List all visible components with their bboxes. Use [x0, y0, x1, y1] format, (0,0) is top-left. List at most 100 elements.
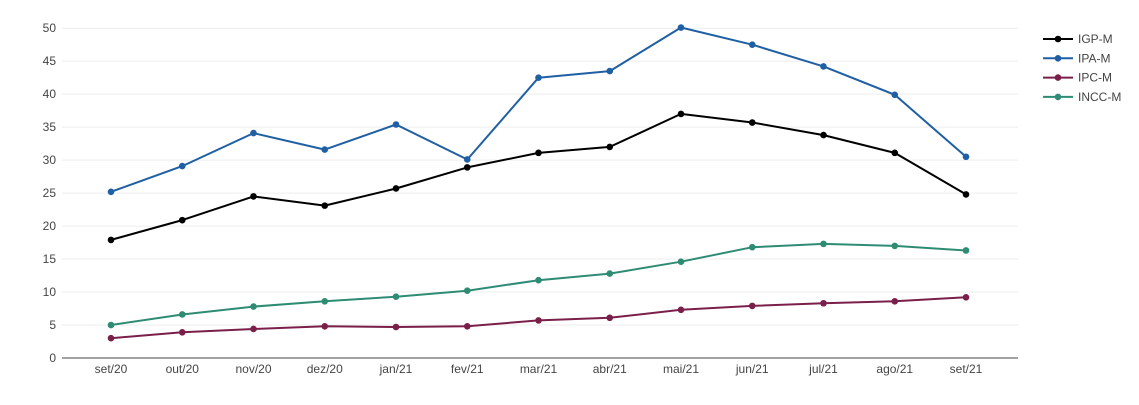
series-layer	[107, 24, 970, 342]
data-point-igp-m[interactable]	[463, 164, 471, 171]
legend-swatch-marker	[1054, 74, 1062, 81]
data-point-incc-m[interactable]	[250, 303, 257, 310]
x-tick-label: set/20	[95, 362, 128, 376]
data-point-igp-m[interactable]	[392, 185, 400, 192]
data-point-igp-m[interactable]	[677, 110, 685, 118]
data-point-incc-m[interactable]	[178, 311, 186, 318]
data-point-ipc-m[interactable]	[463, 323, 471, 330]
data-point-incc-m[interactable]	[748, 243, 756, 251]
data-point-ipc-m[interactable]	[107, 334, 115, 342]
data-point-incc-m[interactable]	[677, 258, 685, 265]
y-axis: 0 5 10 15 20 25 30 35 40 45 50	[43, 21, 57, 365]
legend-item-igp-m[interactable]: IGP-M	[1043, 32, 1113, 46]
legend-item-incc-m[interactable]: INCC-M	[1043, 90, 1121, 104]
data-point-ipa-m[interactable]	[748, 41, 756, 48]
data-point-incc-m[interactable]	[463, 287, 471, 295]
data-point-ipc-m[interactable]	[962, 294, 970, 301]
data-point-ipa-m[interactable]	[321, 146, 329, 153]
legend-item-ipc-m[interactable]: IPC-M	[1043, 71, 1112, 85]
data-point-igp-m[interactable]	[535, 149, 542, 157]
legend-label: INCC-M	[1078, 90, 1121, 104]
y-tick-label: 5	[49, 318, 56, 332]
data-point-ipa-m[interactable]	[463, 156, 471, 163]
data-point-igp-m[interactable]	[250, 193, 257, 200]
y-tick-label: 10	[43, 285, 57, 299]
legend-item-ipa-m[interactable]: IPA-M	[1043, 51, 1110, 65]
data-point-incc-m[interactable]	[535, 276, 542, 284]
data-point-ipa-m[interactable]	[178, 162, 186, 170]
data-point-igp-m[interactable]	[748, 119, 756, 126]
x-tick-label: jul/21	[808, 362, 838, 376]
data-point-ipa-m[interactable]	[392, 121, 400, 128]
data-point-igp-m[interactable]	[962, 191, 970, 198]
legend-label: IPA-M	[1078, 51, 1110, 65]
data-point-igp-m[interactable]	[321, 202, 329, 209]
x-tick-label: dez/20	[307, 362, 343, 376]
data-point-incc-m[interactable]	[321, 297, 329, 305]
data-point-ipa-m[interactable]	[107, 188, 115, 196]
x-tick-label: nov/20	[235, 362, 271, 376]
data-point-ipc-m[interactable]	[321, 323, 329, 330]
x-tick-label: fev/21	[451, 362, 484, 376]
y-tick-label: 25	[43, 186, 57, 200]
y-tick-label: 50	[43, 21, 57, 35]
data-point-incc-m[interactable]	[962, 247, 970, 254]
data-point-incc-m[interactable]	[606, 270, 614, 277]
y-tick-label: 15	[43, 252, 57, 266]
data-point-ipc-m[interactable]	[891, 297, 899, 305]
legend: IGP-M IPA-M IPC-M INCC-M	[1043, 32, 1121, 104]
data-point-ipa-m[interactable]	[820, 63, 827, 70]
data-point-ipc-m[interactable]	[392, 323, 400, 331]
y-tick-label: 40	[43, 87, 57, 101]
y-tick-label: 45	[43, 54, 57, 68]
data-point-ipc-m[interactable]	[535, 317, 542, 324]
series-ipa-m	[107, 24, 970, 196]
series-line-incc-m	[110, 242, 967, 326]
x-tick-label: out/20	[166, 362, 200, 376]
x-tick-label: mai/21	[663, 362, 699, 376]
y-tick-label: 20	[43, 219, 57, 233]
legend-label: IGP-M	[1078, 32, 1113, 46]
data-point-incc-m[interactable]	[107, 321, 115, 329]
legend-swatch-marker	[1054, 55, 1062, 62]
y-tick-label: 30	[43, 153, 57, 167]
data-point-igp-m[interactable]	[178, 216, 186, 224]
series-incc-m	[107, 240, 970, 329]
x-tick-label: jun/21	[735, 362, 769, 376]
data-point-ipa-m[interactable]	[962, 153, 970, 161]
y-tick-label: 35	[43, 120, 57, 134]
data-point-ipc-m[interactable]	[677, 306, 685, 314]
data-point-ipa-m[interactable]	[535, 74, 542, 81]
x-tick-label: mar/21	[520, 362, 558, 376]
series-line-igp-m	[110, 112, 967, 241]
data-point-ipa-m[interactable]	[250, 129, 257, 137]
grid-layer	[62, 27, 1018, 326]
legend-swatch-marker	[1054, 35, 1062, 43]
series-line-ipa-m	[110, 26, 967, 193]
data-point-ipa-m[interactable]	[677, 24, 685, 31]
legend-label: IPC-M	[1078, 71, 1112, 85]
data-point-igp-m[interactable]	[107, 236, 115, 244]
y-tick-label: 0	[49, 351, 56, 365]
data-point-igp-m[interactable]	[891, 149, 899, 157]
data-point-igp-m[interactable]	[606, 143, 614, 151]
data-point-ipc-m[interactable]	[178, 328, 186, 336]
data-point-ipa-m[interactable]	[891, 91, 899, 99]
x-axis: set/20 out/20 nov/20 dez/20 jan/21 fev/21 mar/…	[62, 357, 1018, 376]
data-point-incc-m[interactable]	[891, 242, 899, 250]
x-tick-label: ago/21	[876, 362, 913, 376]
data-point-ipc-m[interactable]	[748, 302, 756, 310]
data-point-ipc-m[interactable]	[820, 299, 827, 307]
data-point-incc-m[interactable]	[820, 240, 827, 248]
legend-swatch-marker	[1054, 93, 1062, 101]
data-point-incc-m[interactable]	[392, 293, 400, 300]
data-point-ipc-m[interactable]	[606, 314, 614, 322]
x-tick-label: jan/21	[379, 362, 413, 376]
data-point-igp-m[interactable]	[820, 131, 827, 139]
series-ipc-m	[107, 294, 970, 342]
data-point-ipc-m[interactable]	[250, 325, 257, 333]
x-tick-label: abr/21	[593, 362, 627, 376]
data-point-ipa-m[interactable]	[606, 67, 614, 75]
